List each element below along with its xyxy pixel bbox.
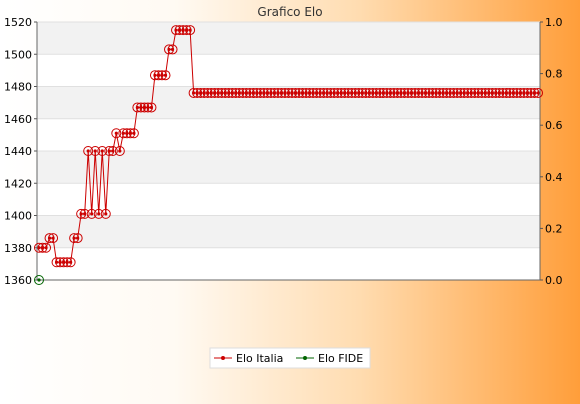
data-point-elo-italia xyxy=(90,146,101,156)
y-tick-label: 1500 xyxy=(4,48,32,61)
data-point-dot-elo-italia xyxy=(97,212,101,216)
y-tick-label: 1440 xyxy=(4,145,32,158)
y-tick-label: 1520 xyxy=(4,16,32,29)
data-point-dot-elo-italia xyxy=(132,131,136,135)
data-point-elo-italia xyxy=(128,128,139,139)
data-point-dot-elo-italia xyxy=(44,246,48,250)
data-point-elo-italia xyxy=(160,70,171,81)
data-point-elo-italia xyxy=(533,87,543,98)
data-point-elo-italia xyxy=(167,44,178,55)
data-point-dot-elo-italia xyxy=(170,47,175,52)
data-point-dot-elo-italia xyxy=(536,91,540,95)
data-point-dot-elo-italia xyxy=(100,149,104,153)
data-point-elo-italia xyxy=(146,102,157,113)
data-point-elo-italia xyxy=(48,233,59,244)
data-point-dot-elo-italia xyxy=(104,212,108,216)
legend-item-elo-fide[interactable]: Elo FIDE xyxy=(296,352,363,365)
y-tick-label: 1400 xyxy=(4,210,32,223)
y-axis-left: 1360 1380 1400 1420 1440 1460 1480 1500 1520 xyxy=(4,16,38,287)
y-axis-right: 0.0 0.2 0.4 0.6 0.8 1.0 xyxy=(539,16,563,287)
legend-marker-elo-fide xyxy=(303,356,307,360)
data-point-elo-italia xyxy=(97,146,108,156)
y2-tick-label: 1.0 xyxy=(545,16,563,29)
data-point-elo-italia xyxy=(79,208,90,219)
grid-lines xyxy=(37,21,540,281)
legend: Elo Italia Elo FIDE xyxy=(209,347,371,369)
legend-label-elo-italia: Elo Italia xyxy=(236,352,283,365)
data-point-dot-elo-italia xyxy=(90,212,94,216)
data-point-elo-italia xyxy=(72,233,83,244)
series-layer xyxy=(34,25,543,285)
chart-title: Grafico Elo xyxy=(257,5,322,19)
data-point-dot-elo-italia xyxy=(149,105,154,110)
data-point-elo-italia xyxy=(100,208,111,219)
y-tick-label: 1380 xyxy=(4,242,32,255)
y2-tick-label: 0.6 xyxy=(545,119,563,132)
y-tick-label: 1460 xyxy=(4,113,32,126)
y2-tick-label: 0.2 xyxy=(545,222,563,235)
data-point-elo-fide xyxy=(34,275,44,285)
data-point-elo-italia xyxy=(86,208,97,219)
data-point-dot-elo-italia xyxy=(114,131,118,135)
y2-tick-label: 0.0 xyxy=(545,274,563,287)
data-point-dot-elo-italia xyxy=(188,28,192,32)
data-point-dot-elo-italia xyxy=(111,149,115,153)
data-point-dot-elo-italia xyxy=(83,212,87,216)
data-point-elo-italia xyxy=(41,242,52,253)
legend-box xyxy=(209,347,371,369)
data-point-dot-elo-italia xyxy=(76,236,80,240)
data-point-elo-italia xyxy=(93,208,104,219)
data-point-elo-italia xyxy=(111,128,122,139)
grid-band xyxy=(37,215,540,248)
data-point-elo-italia xyxy=(83,146,94,156)
grid-band xyxy=(37,151,540,184)
data-point-elo-italia xyxy=(185,25,196,36)
y-tick-label: 1480 xyxy=(4,81,32,94)
data-point-dot-elo-italia xyxy=(51,236,55,240)
grid-band xyxy=(37,22,540,55)
y-tick-label: 1420 xyxy=(4,177,32,190)
legend-item-elo-italia[interactable]: Elo Italia xyxy=(214,352,283,365)
data-point-dot-elo-italia xyxy=(118,149,122,153)
y2-tick-label: 0.4 xyxy=(545,171,563,184)
data-point-dot-elo-italia xyxy=(69,260,73,264)
data-point-elo-italia xyxy=(65,257,76,268)
data-point-dot-elo-italia xyxy=(93,149,97,153)
data-point-dot-elo-fide xyxy=(37,278,41,282)
y2-tick-label: 0.8 xyxy=(545,68,563,81)
legend-marker-elo-italia xyxy=(221,356,225,360)
data-point-elo-italia xyxy=(114,146,125,156)
data-point-elo-italia xyxy=(107,146,118,156)
y-tick-label: 1360 xyxy=(4,274,32,287)
data-point-dot-elo-italia xyxy=(163,73,168,77)
data-point-dot-elo-italia xyxy=(86,149,90,153)
legend-label-elo-fide: Elo FIDE xyxy=(318,352,363,365)
